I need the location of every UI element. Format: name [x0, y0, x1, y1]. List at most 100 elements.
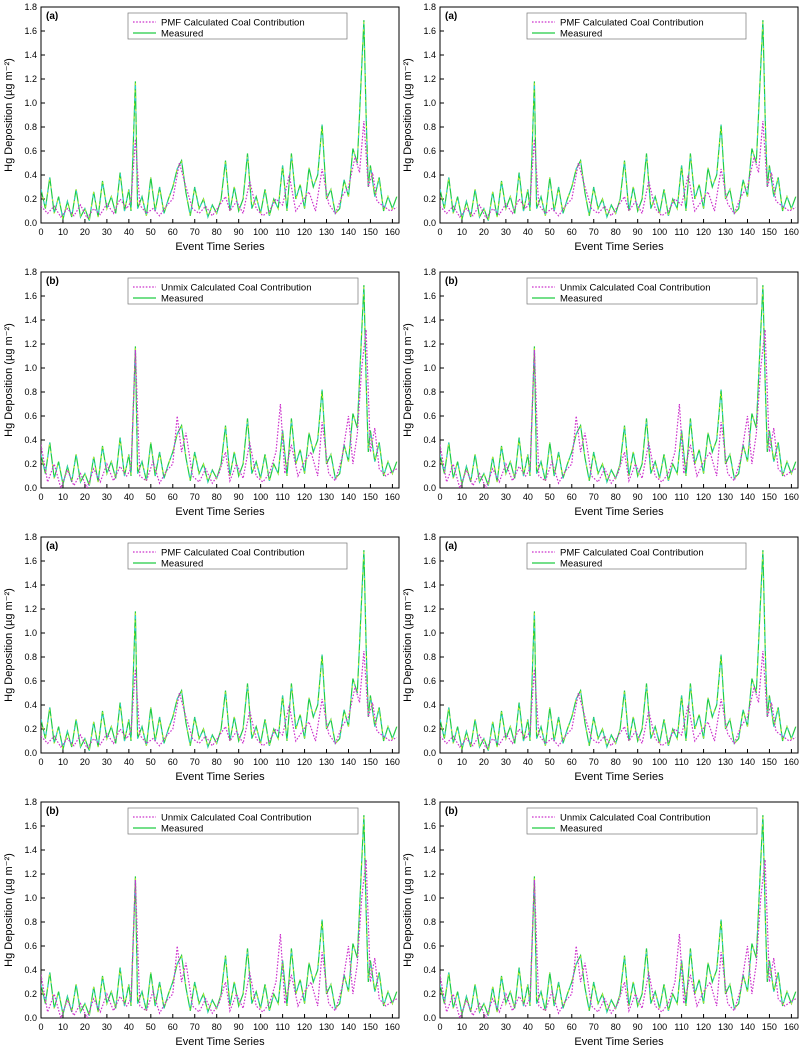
- legend-label: Measured: [161, 559, 203, 570]
- legend-label: Measured: [161, 824, 203, 835]
- y-tick-label: 0.0: [423, 748, 436, 758]
- series-measured-accent-cyan: [41, 285, 398, 486]
- x-tick-label: 90: [633, 492, 643, 502]
- x-tick-label: 20: [479, 757, 489, 767]
- chart-panel-3: 0.0 0.2 0.4 0.6 0.8 1.0 1.2 1.4 1.6 1.8 0 10 20 30 40 5…: [3, 267, 400, 518]
- y-tick-label: 1.0: [423, 628, 436, 638]
- x-tick-label: 50: [545, 492, 555, 502]
- x-tick-label: 130: [718, 227, 733, 237]
- y-tick-label: 1.0: [24, 893, 37, 903]
- x-tick-label: 20: [479, 227, 489, 237]
- series-calculated-line: [41, 650, 398, 750]
- x-tick-label: 10: [58, 227, 68, 237]
- series-measured-accent-yellow: [41, 20, 398, 221]
- x-tick-label: 40: [124, 227, 134, 237]
- y-axis-title: Hg Deposition (µg m⁻²): [402, 58, 414, 172]
- x-tick-label: 90: [234, 1022, 244, 1032]
- legend-label: Unmix Calculated Coal Contribution: [161, 813, 312, 824]
- x-tick-label: 40: [523, 757, 533, 767]
- legend-label: PMF Calculated Coal Contribution: [161, 548, 305, 559]
- y-tick-label: 1.6: [24, 291, 37, 301]
- x-tick-label: 60: [567, 492, 577, 502]
- y-tick-label: 1.2: [24, 869, 37, 879]
- y-tick-label: 0.0: [423, 218, 436, 228]
- y-tick-label: 1.0: [24, 98, 37, 108]
- x-tick-label: 50: [146, 227, 156, 237]
- x-tick-label: 10: [457, 227, 467, 237]
- x-axis-title: Event Time Series: [175, 506, 265, 518]
- x-tick-label: 50: [146, 492, 156, 502]
- legend-box: [526, 542, 747, 570]
- x-tick-label: 120: [297, 757, 312, 767]
- legend-label: Measured: [161, 294, 203, 305]
- x-tick-label: 160: [784, 492, 799, 502]
- y-tick-label: 1.2: [423, 339, 436, 349]
- x-tick-label: 50: [545, 757, 555, 767]
- y-tick-label: 1.6: [423, 26, 436, 36]
- y-tick-label: 0.2: [423, 194, 436, 204]
- x-tick-label: 50: [545, 1022, 555, 1032]
- y-tick-label: 0.2: [423, 459, 436, 469]
- panel-label: (a): [445, 11, 457, 22]
- x-tick-label: 120: [297, 492, 312, 502]
- x-tick-label: 160: [784, 757, 799, 767]
- y-tick-label: 1.4: [423, 845, 436, 855]
- y-tick-label: 1.0: [423, 363, 436, 373]
- x-tick-label: 0: [437, 492, 442, 502]
- series-measured-accent-yellow: [440, 285, 797, 486]
- x-tick-label: 60: [168, 492, 178, 502]
- x-tick-label: 70: [190, 227, 200, 237]
- x-tick-label: 0: [437, 1022, 442, 1032]
- x-tick-label: 40: [124, 1022, 134, 1032]
- y-tick-label: 0.8: [24, 122, 37, 132]
- x-tick-label: 70: [589, 1022, 599, 1032]
- x-tick-label: 120: [696, 1022, 711, 1032]
- plot-frame: [40, 271, 400, 489]
- y-tick-label: 0.8: [423, 917, 436, 927]
- series-measured-line: [41, 20, 398, 221]
- series-measured-line: [440, 815, 797, 1016]
- y-tick-label: 0.2: [423, 989, 436, 999]
- panel-label: (a): [46, 11, 58, 22]
- legend-label: Measured: [560, 294, 602, 305]
- legend-box: [127, 12, 348, 40]
- x-tick-label: 80: [611, 492, 621, 502]
- panel-label: (b): [46, 806, 59, 817]
- x-axis-title: Event Time Series: [574, 771, 664, 783]
- panel-label: (a): [46, 541, 58, 552]
- chart-panel-8: 0.0 0.2 0.4 0.6 0.8 1.0 1.2 1.4 1.6 1.8 0 10 20 30 40 5…: [402, 797, 799, 1048]
- x-tick-label: 40: [523, 492, 533, 502]
- x-tick-label: 0: [437, 227, 442, 237]
- x-tick-label: 130: [319, 757, 334, 767]
- y-tick-label: 1.2: [24, 604, 37, 614]
- plot-frame: [40, 536, 400, 754]
- x-tick-label: 20: [80, 757, 90, 767]
- x-tick-label: 70: [190, 492, 200, 502]
- x-tick-label: 130: [718, 1022, 733, 1032]
- x-tick-label: 90: [633, 227, 643, 237]
- y-tick-label: 0.6: [423, 941, 436, 951]
- y-tick-label: 1.8: [423, 267, 436, 277]
- plot-frame: [40, 801, 400, 1019]
- series-measured-line: [440, 550, 797, 751]
- x-tick-label: 150: [363, 1022, 378, 1032]
- x-tick-label: 140: [341, 227, 356, 237]
- x-tick-label: 110: [275, 1022, 289, 1032]
- x-tick-label: 80: [611, 1022, 621, 1032]
- x-tick-label: 60: [168, 227, 178, 237]
- x-tick-label: 90: [234, 757, 244, 767]
- x-tick-label: 70: [190, 1022, 200, 1032]
- plot-frame: [439, 271, 799, 489]
- series-measured-accent-cyan: [41, 815, 398, 1016]
- chart-panel-4: 0.0 0.2 0.4 0.6 0.8 1.0 1.2 1.4 1.6 1.8 0 10 20 30 40 5…: [402, 267, 799, 518]
- y-tick-label: 1.8: [423, 2, 436, 12]
- x-tick-label: 150: [762, 492, 777, 502]
- y-tick-label: 1.6: [24, 556, 37, 566]
- y-tick-label: 0.4: [24, 170, 37, 180]
- x-tick-label: 60: [567, 1022, 577, 1032]
- x-tick-label: 100: [652, 492, 667, 502]
- series-calculated-line: [440, 329, 797, 488]
- x-tick-label: 70: [589, 492, 599, 502]
- y-tick-label: 0.6: [423, 411, 436, 421]
